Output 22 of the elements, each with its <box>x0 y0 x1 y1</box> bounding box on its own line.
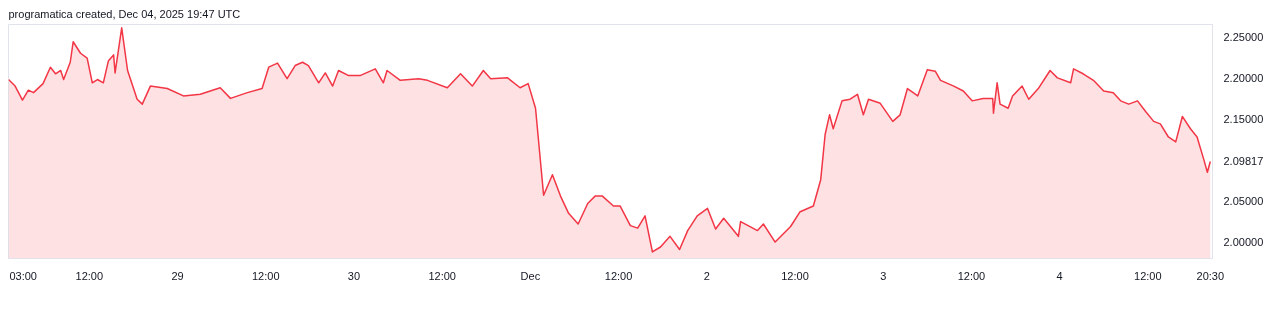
x-tick-label: 12:00 <box>1134 269 1162 282</box>
x-tick-label: 12:00 <box>428 269 456 282</box>
x-tick-label: 4 <box>1056 269 1063 282</box>
y-tick-label: 2.20000 <box>1223 71 1264 84</box>
x-tick-label: 3 <box>880 269 887 282</box>
x-tick-label: 2 <box>703 269 710 282</box>
x-tick-label: 12:00 <box>75 269 104 282</box>
x-tick-label: 12:00 <box>252 269 280 282</box>
x-tick-label: 12:00 <box>781 269 809 282</box>
y-tick-label: 2.05000 <box>1223 195 1264 208</box>
x-tick-label: 12:00 <box>957 269 986 282</box>
x-tick-label: Dec <box>520 269 541 282</box>
text: programatica created, Dec 04, 2025 19:47 UTC <box>8 7 241 20</box>
y-tick-label: 2.25000 <box>1223 30 1264 43</box>
y-tick-label: 2.00000 <box>1223 236 1264 249</box>
x-tick-label: 20:30 <box>1196 269 1225 282</box>
x-tick-label: 29 <box>171 269 184 282</box>
x-tick-label: 30 <box>347 269 361 282</box>
x-tick-label: 03:00 <box>9 269 37 282</box>
y-tick-label: 2.09817 <box>1223 155 1264 168</box>
y-tick-label: 2.15000 <box>1223 112 1264 125</box>
x-tick-label: 12:00 <box>604 269 633 282</box>
